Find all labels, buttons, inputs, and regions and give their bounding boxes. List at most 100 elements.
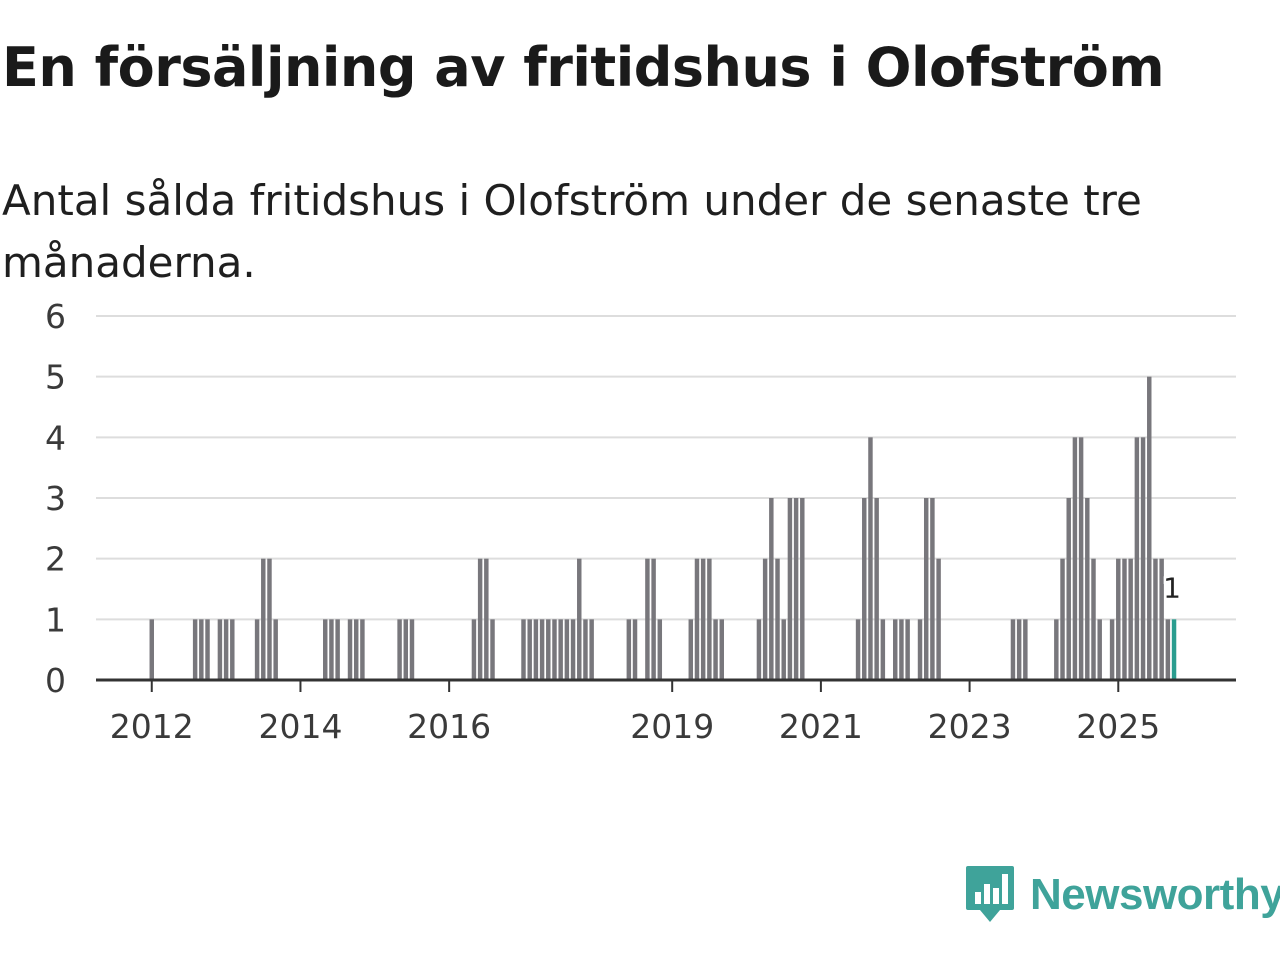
bar [1010,619,1016,680]
x-tick-label: 2014 [258,707,342,746]
bar [899,619,904,680]
highlight-bar [1171,619,1177,680]
bar [273,619,278,680]
bar [917,619,923,680]
bar [323,619,328,680]
bar [533,619,539,680]
bar [583,619,588,680]
bar [626,619,632,680]
bar [719,619,724,680]
bar [756,619,762,680]
bar [205,619,210,680]
bar [217,619,223,680]
bar [353,619,359,680]
bar [577,558,582,680]
bar [403,619,409,680]
bar [868,437,873,680]
bar [409,619,415,680]
bar [527,619,532,680]
bar [1072,437,1078,680]
bar [521,619,526,680]
bar [1140,437,1146,680]
bar [199,619,204,680]
x-tick-label: 2021 [779,707,863,746]
bar [874,498,879,680]
y-tick-label: 3 [45,479,66,518]
bar [1153,558,1158,680]
newsworthy-brand[interactable]: Newsworthy [964,864,1280,926]
bar [149,619,154,680]
bar [192,619,198,680]
bar [223,619,229,680]
bar [539,619,545,680]
bar [781,619,786,680]
bar [1159,558,1164,680]
x-tick-label: 2016 [407,707,491,746]
newsworthy-logo-icon [966,866,1014,922]
bar [930,498,935,680]
chart-subtitle: Antal sålda fritidshus i Olofström under… [2,176,1142,287]
brand-name: Newsworthy [1030,870,1280,919]
bar [1122,558,1127,680]
bar [775,558,780,680]
bar [254,619,260,680]
bar [397,619,402,680]
bar [936,558,941,680]
bar [546,619,551,680]
bar [477,558,483,680]
x-tick-label: 2025 [1076,707,1160,746]
highlight-data-label: 1 [1163,571,1181,604]
bar [905,619,910,680]
x-tick-label: 2023 [928,707,1012,746]
bar [564,619,570,680]
bar [1116,558,1121,680]
bar [707,558,712,680]
bar [769,498,774,680]
bar [1060,558,1065,680]
bar [261,558,266,680]
bar [713,619,718,680]
bar [657,619,663,680]
bar [329,619,334,680]
bar [632,619,638,680]
bar [880,619,886,680]
bar [645,558,650,680]
bar [589,619,594,680]
bar [862,498,867,680]
bar [923,498,929,680]
x-tick-label: 2019 [630,707,714,746]
bar [700,558,706,680]
bar [855,619,861,680]
y-tick-label: 5 [45,358,66,397]
bar [1091,558,1096,680]
bar [1134,437,1140,680]
bar [762,558,768,680]
y-tick-label: 1 [45,600,66,639]
bar [800,498,805,680]
bar [570,619,576,680]
bar [1023,619,1028,680]
bar [893,619,898,680]
bar [1078,437,1084,680]
y-tick-label: 6 [45,297,66,336]
x-tick-label: 2012 [110,707,194,746]
bar [1085,498,1090,680]
bar [1128,558,1133,680]
bar [694,558,700,680]
chart-title: En försäljning av fritidshus i Olofström [2,36,1165,99]
bar-chart: 0 1 2 3 4 5 6 2012 2014 2016 2019 2021 2023 2025 1 [45,297,1236,746]
bar [552,619,557,680]
bar [1054,619,1059,680]
bar [1165,619,1171,680]
bar [651,558,656,680]
bar [1066,498,1071,680]
bar [360,619,365,680]
bar [335,619,340,680]
bar [1097,619,1102,680]
y-tick-label: 2 [45,540,66,579]
bar [267,558,272,680]
bar [793,498,799,680]
bar [490,619,495,680]
bar [471,619,477,680]
bar [484,558,489,680]
